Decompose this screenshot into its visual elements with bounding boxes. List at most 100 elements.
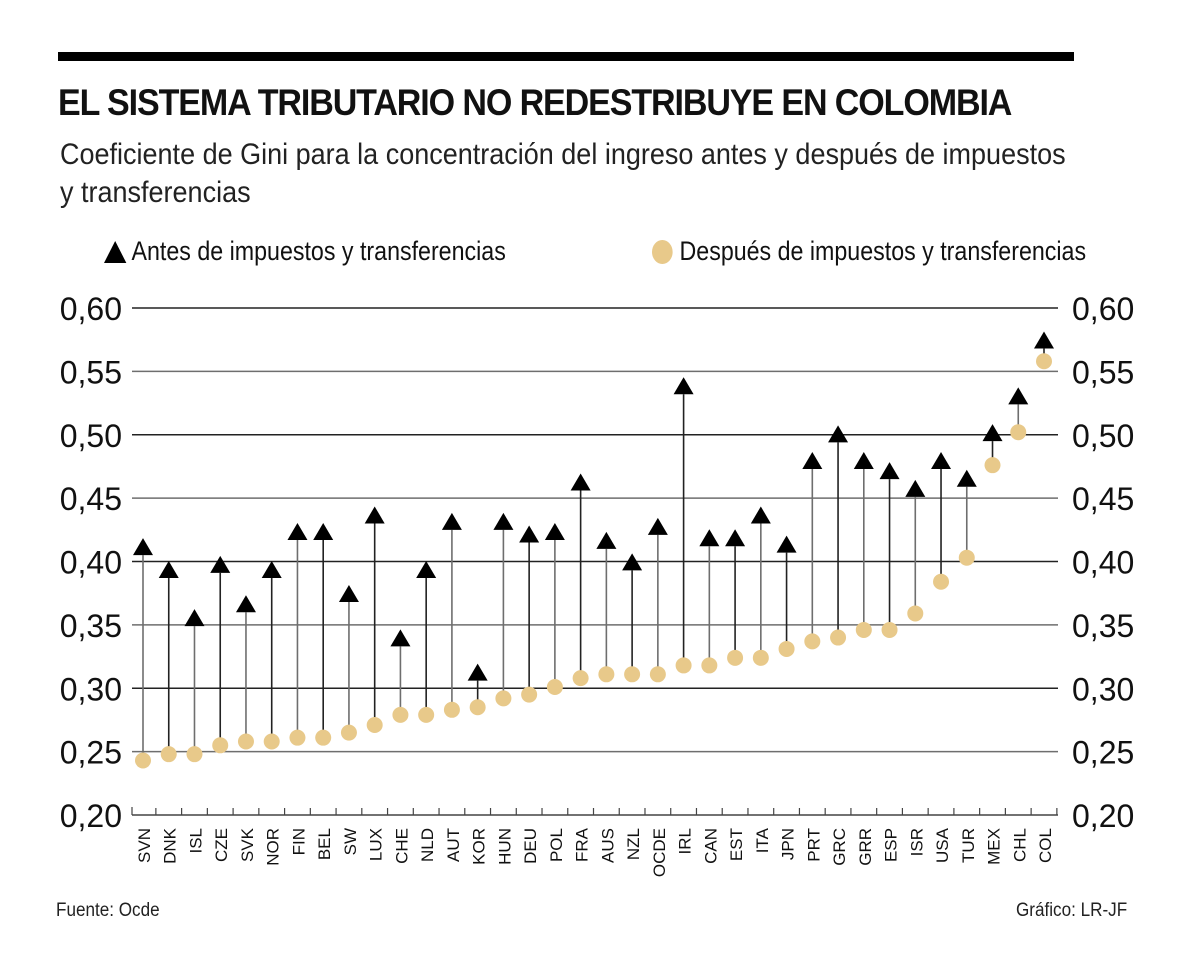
after-point xyxy=(521,686,538,703)
before-point xyxy=(570,473,591,491)
after-point xyxy=(315,729,332,746)
after-point xyxy=(392,706,409,723)
x-tick-label: LUX xyxy=(367,828,386,861)
after-point xyxy=(340,724,357,741)
x-tick-label: EST xyxy=(727,828,746,861)
x-tick-label: ITA xyxy=(753,827,772,853)
x-tick-label: BEL xyxy=(315,828,334,860)
after-point xyxy=(160,746,177,763)
legend-item-before: Antes de impuestos y transferencias xyxy=(104,236,506,267)
x-tick-label: GRR xyxy=(856,828,875,866)
x-tick-label: CZE xyxy=(212,828,231,862)
before-point xyxy=(184,609,205,627)
after-point xyxy=(469,699,486,716)
after-point xyxy=(804,633,821,650)
before-point xyxy=(493,512,514,530)
x-tick-label: TUR xyxy=(959,828,978,863)
y-tick-label-right: 0,25 xyxy=(1072,735,1134,771)
chart-title: EL SISTEMA TRIBUTARIO NO REDESTRIBUYE EN… xyxy=(58,82,1012,123)
x-tick-label: AUT xyxy=(444,828,463,862)
after-point xyxy=(289,729,306,746)
after-point xyxy=(778,640,795,657)
after-point xyxy=(546,678,563,695)
source-note: Fuente: Ocde xyxy=(56,900,160,921)
before-point xyxy=(364,506,385,524)
x-tick-label: ISR xyxy=(907,828,926,856)
y-tick-label-left: 0,35 xyxy=(60,608,122,644)
after-point xyxy=(701,657,718,674)
chart-subtitle: Coeficiente de Gini para la concentració… xyxy=(60,138,1066,209)
before-point xyxy=(416,560,437,578)
before-point xyxy=(390,629,411,647)
before-point xyxy=(596,531,617,549)
x-tick-label: SW xyxy=(341,828,360,855)
after-point xyxy=(212,737,229,754)
y-tick-label-right: 0,20 xyxy=(1072,798,1134,834)
y-tick-label-left: 0,55 xyxy=(60,354,122,390)
y-tick-label-left: 0,40 xyxy=(60,545,122,581)
after-point xyxy=(186,746,203,763)
before-point xyxy=(1034,331,1054,349)
before-point xyxy=(261,560,282,578)
after-point xyxy=(727,649,744,666)
x-tick-label: SVN xyxy=(135,828,154,863)
x-tick-label: CHL xyxy=(1010,828,1029,862)
x-tick-label: MEX xyxy=(985,828,1004,865)
before-point xyxy=(544,522,565,540)
after-point xyxy=(443,701,460,718)
triangle-icon xyxy=(104,240,127,263)
before-point xyxy=(158,560,179,578)
after-point xyxy=(135,752,151,769)
after-point xyxy=(624,666,641,683)
after-point xyxy=(855,621,872,638)
before-point xyxy=(750,506,771,524)
before-point xyxy=(853,451,874,469)
y-tick-label-left: 0,50 xyxy=(60,418,122,454)
x-tick-label: PRT xyxy=(804,828,823,862)
x-tick-label: DEU xyxy=(521,828,540,864)
circle-icon xyxy=(652,239,673,264)
x-tick-label: CHE xyxy=(392,828,411,864)
before-point xyxy=(313,522,334,540)
legend-label-before: Antes de impuestos y transferencias xyxy=(131,236,506,266)
before-point xyxy=(622,553,643,571)
x-tick-label: JPN xyxy=(779,828,798,860)
before-point xyxy=(519,525,540,543)
after-point xyxy=(933,573,950,590)
y-tick-label-right: 0,40 xyxy=(1072,545,1134,581)
after-point xyxy=(263,733,280,750)
after-point xyxy=(1036,353,1052,370)
y-tick-label-right: 0,55 xyxy=(1072,354,1134,390)
legend-item-after: Después de impuestos y transferencias xyxy=(652,236,1086,267)
y-tick-label-left: 0,60 xyxy=(60,291,122,327)
after-point xyxy=(881,621,898,638)
before-point xyxy=(931,451,952,469)
y-tick-label-left: 0,30 xyxy=(60,671,122,707)
top-rule xyxy=(58,52,1074,61)
y-tick-label-right: 0,45 xyxy=(1072,481,1134,517)
before-point xyxy=(210,555,231,573)
before-point xyxy=(673,377,694,395)
before-point xyxy=(828,425,849,443)
x-tick-label: SVK xyxy=(238,827,257,862)
x-tick-label: AUS xyxy=(598,828,617,863)
after-point xyxy=(237,733,254,750)
after-point xyxy=(495,690,512,707)
after-point xyxy=(984,457,1001,474)
x-tick-label: GRC xyxy=(830,828,849,866)
x-tick-label: ISL xyxy=(186,828,205,854)
x-tick-label: POL xyxy=(547,828,566,862)
x-tick-label: CAN xyxy=(701,828,720,864)
legend-label-after: Después de impuestos y transferencias xyxy=(679,236,1087,266)
after-point xyxy=(418,706,435,723)
before-point xyxy=(802,451,823,469)
y-tick-label-left: 0,20 xyxy=(60,798,122,834)
y-tick-label-right: 0,35 xyxy=(1072,608,1134,644)
before-point xyxy=(441,512,462,530)
before-point xyxy=(776,535,797,553)
after-point xyxy=(675,657,692,674)
after-point xyxy=(830,629,847,646)
x-tick-label: FIN xyxy=(289,828,308,855)
x-tick-label: NLD xyxy=(418,828,437,862)
x-tick-label: NOR xyxy=(264,828,283,866)
